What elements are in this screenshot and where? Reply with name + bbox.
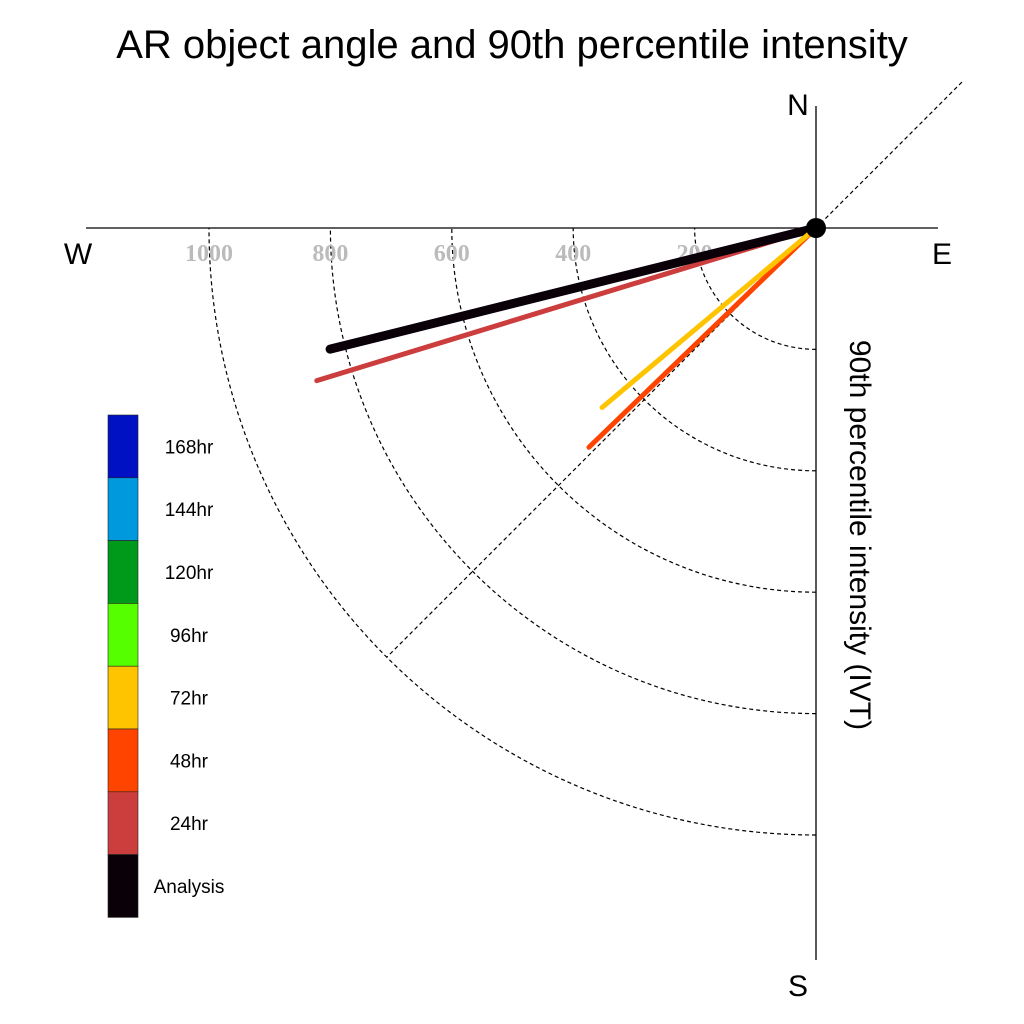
legend-label-72hr: 72hr	[170, 689, 209, 710]
legend-swatch-24hr	[107, 791, 139, 855]
legend-swatch-72hr	[107, 665, 139, 730]
diagonal-guide-line	[386, 81, 963, 658]
tick-label-400: 400	[555, 241, 591, 267]
legend-swatch-96hr	[107, 603, 139, 667]
forecast-vectors	[314, 223, 821, 450]
legend-label-144hr: 144hr	[165, 500, 214, 521]
legend-label-48hr: 48hr	[170, 751, 209, 772]
radial-axis-label: 90th percentile intensity (IVT)	[843, 340, 876, 730]
compass-east-label: E	[932, 238, 952, 271]
legend-label-24hr: 24hr	[170, 814, 209, 835]
compass-west-label: W	[64, 238, 93, 271]
legend-label-96hr: 96hr	[170, 626, 209, 647]
legend-swatch-120hr	[107, 540, 139, 604]
compass-axes	[86, 106, 938, 960]
legend-label-120hr: 120hr	[165, 563, 214, 584]
chart-title: AR object angle and 90th percentile inte…	[116, 23, 908, 67]
vector-48hr	[586, 225, 819, 450]
origin-dot	[806, 218, 826, 238]
legend-label-168hr: 168hr	[165, 437, 214, 458]
vector-24hr	[314, 225, 819, 384]
tick-label-800: 800	[312, 241, 348, 267]
legend-swatch-168hr	[107, 414, 139, 479]
legend: 168hr 144hr 120hr 96hr 72hr 48hr 24hr Analysis	[107, 414, 225, 918]
compass-south-label: S	[788, 970, 808, 1003]
legend-swatch-144hr	[107, 477, 139, 541]
vector-analysis	[325, 223, 821, 354]
tick-label-1000: 1000	[185, 241, 233, 267]
legend-label-analysis: Analysis	[154, 877, 225, 898]
radial-tick-labels: 2004006008001000	[185, 241, 713, 267]
tick-label-600: 600	[434, 241, 470, 267]
compass-north-label: N	[787, 89, 809, 122]
legend-swatch-analysis	[107, 854, 139, 918]
legend-swatch-48hr	[107, 728, 139, 793]
grid-arc-600	[451, 227, 817, 593]
vector-72hr	[599, 225, 819, 410]
